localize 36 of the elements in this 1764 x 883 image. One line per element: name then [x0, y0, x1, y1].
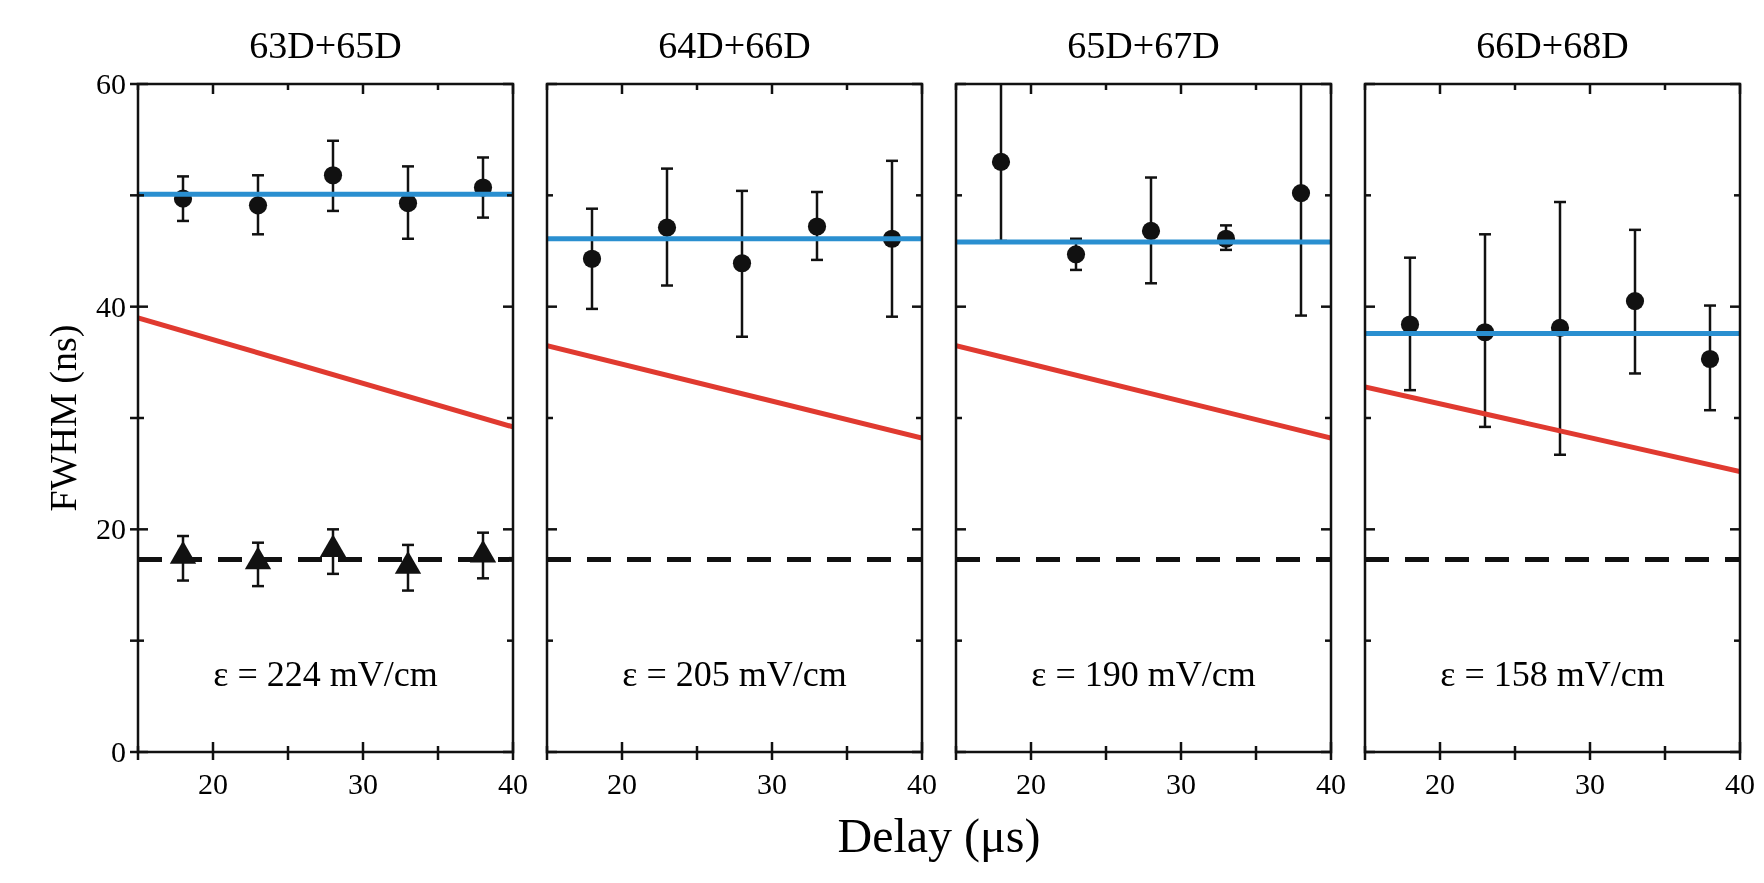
annotation: ε = 205 mV/cm: [622, 654, 847, 695]
point: [582, 249, 602, 268]
x-tick-label: 40: [1316, 767, 1346, 800]
x-tick-label: 20: [198, 767, 228, 800]
x-tick-label: 40: [498, 767, 528, 800]
annotation: ε = 224 mV/cm: [213, 654, 438, 695]
x-tick-label: 30: [1575, 767, 1605, 800]
y-tick-label: 40: [96, 289, 126, 323]
chart-title: 66D+68D: [1476, 24, 1629, 66]
x-axis-title: Delay (μs): [837, 809, 1041, 863]
x-tick-label: 40: [907, 767, 937, 800]
x-tick-label: 30: [1166, 767, 1196, 800]
y-tick-label: 20: [96, 512, 126, 546]
point: [1066, 245, 1086, 264]
y-tick-label: 60: [96, 67, 126, 100]
point: [1625, 292, 1645, 311]
x-tick-label: 20: [1425, 767, 1455, 800]
chart-title: 63D+65D: [249, 24, 402, 66]
annotation: ε = 190 mV/cm: [1031, 654, 1256, 695]
x-tick-label: 30: [348, 767, 378, 800]
point: [657, 218, 677, 237]
y-axis-title: FWHM (ns): [42, 324, 85, 512]
y-tick-label: 0: [111, 735, 126, 768]
x-tick-label: 40: [1725, 767, 1755, 800]
x-tick-label: 20: [607, 767, 637, 800]
point: [991, 152, 1011, 172]
point: [807, 217, 827, 236]
chart-title: 64D+66D: [658, 24, 811, 66]
x-tick-label: 30: [757, 767, 787, 800]
point: [732, 254, 752, 273]
point: [1291, 184, 1311, 203]
x-tick-label: 20: [1016, 767, 1046, 800]
annotation: ε = 158 mV/cm: [1440, 654, 1665, 695]
point: [1700, 349, 1720, 369]
point: [1141, 221, 1161, 241]
chart-title: 65D+67D: [1067, 24, 1220, 66]
